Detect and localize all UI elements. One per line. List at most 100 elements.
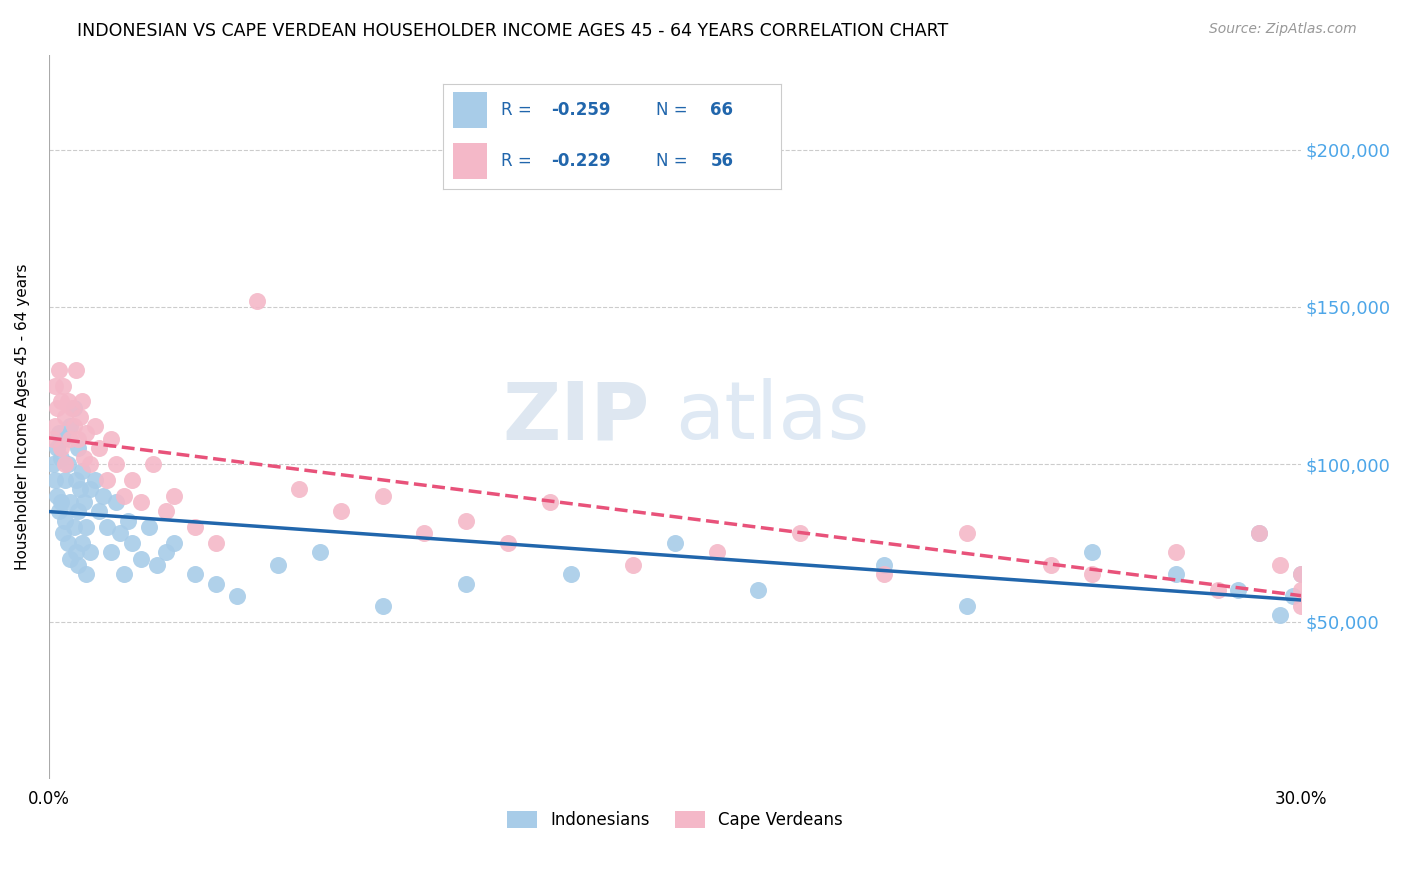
Point [46,442,69,456]
Point [112,567,135,582]
Point [48,363,70,377]
Point [1164,545,1187,559]
Point [79,457,101,471]
Point [83,419,105,434]
Point [371,599,394,613]
Point [112,489,135,503]
Point [69,410,91,425]
Text: atlas: atlas [675,378,869,456]
Point [1206,583,1229,598]
Point [65,545,87,559]
Point [747,583,769,598]
Point [55,473,77,487]
Point [55,514,77,528]
Point [664,536,686,550]
Point [184,567,207,582]
Point [204,536,226,550]
Point [51,442,73,456]
Point [1249,526,1271,541]
Text: Source: ZipAtlas.com: Source: ZipAtlas.com [1209,22,1357,37]
Point [1164,567,1187,582]
Point [155,504,177,518]
Point [75,520,97,534]
Point [309,545,332,559]
Point [872,558,894,572]
Point [56,536,79,550]
Point [79,545,101,559]
Point [91,489,114,503]
Point [70,463,93,477]
Point [560,567,582,582]
Point [44,473,66,487]
Point [1268,558,1291,572]
Point [538,495,561,509]
Point [1289,567,1312,582]
Point [48,425,70,440]
Point [163,536,186,550]
Point [96,473,118,487]
Point [56,394,79,409]
Point [75,425,97,440]
Point [73,495,96,509]
Point [1039,558,1062,572]
Point [62,520,84,534]
Point [66,558,89,572]
Point [121,473,143,487]
Point [87,442,110,456]
Point [48,504,70,518]
Point [60,401,83,415]
Text: ZIP: ZIP [502,378,650,456]
Point [1289,599,1312,613]
Point [129,495,152,509]
Point [1081,545,1104,559]
Point [288,483,311,497]
Point [872,567,894,582]
Point [104,457,127,471]
Point [52,526,75,541]
Point [59,432,82,446]
Point [121,536,143,550]
Point [456,514,478,528]
Point [155,545,177,559]
Point [44,378,66,392]
Point [100,432,122,446]
Point [104,495,127,509]
Point [184,520,207,534]
Point [56,457,79,471]
Point [59,551,82,566]
Point [117,514,139,528]
Point [83,473,105,487]
Point [138,520,160,534]
Point [79,483,101,497]
Point [1081,567,1104,582]
Legend: Indonesians, Cape Verdeans: Indonesians, Cape Verdeans [501,805,849,836]
Point [59,419,82,434]
Point [413,526,436,541]
Point [55,457,77,471]
Point [51,450,73,465]
Point [70,394,93,409]
Text: INDONESIAN VS CAPE VERDEAN HOUSEHOLDER INCOME AGES 45 - 64 YEARS CORRELATION CHA: INDONESIAN VS CAPE VERDEAN HOUSEHOLDER I… [77,22,949,40]
Point [621,558,644,572]
Point [46,401,69,415]
Point [789,526,811,541]
Point [66,504,89,518]
Point [69,483,91,497]
Point [204,576,226,591]
Point [1249,526,1271,541]
Point [108,526,131,541]
Point [66,442,89,456]
Point [42,457,65,471]
Point [46,489,69,503]
Point [51,394,73,409]
Point [75,567,97,582]
Y-axis label: Householder Income Ages 45 - 64 years: Householder Income Ages 45 - 64 years [15,264,30,570]
Point [267,558,290,572]
Point [146,558,169,572]
Point [246,293,269,308]
Point [52,378,75,392]
Point [62,401,84,415]
Point [44,419,66,434]
Point [55,410,77,425]
Point [496,536,519,550]
